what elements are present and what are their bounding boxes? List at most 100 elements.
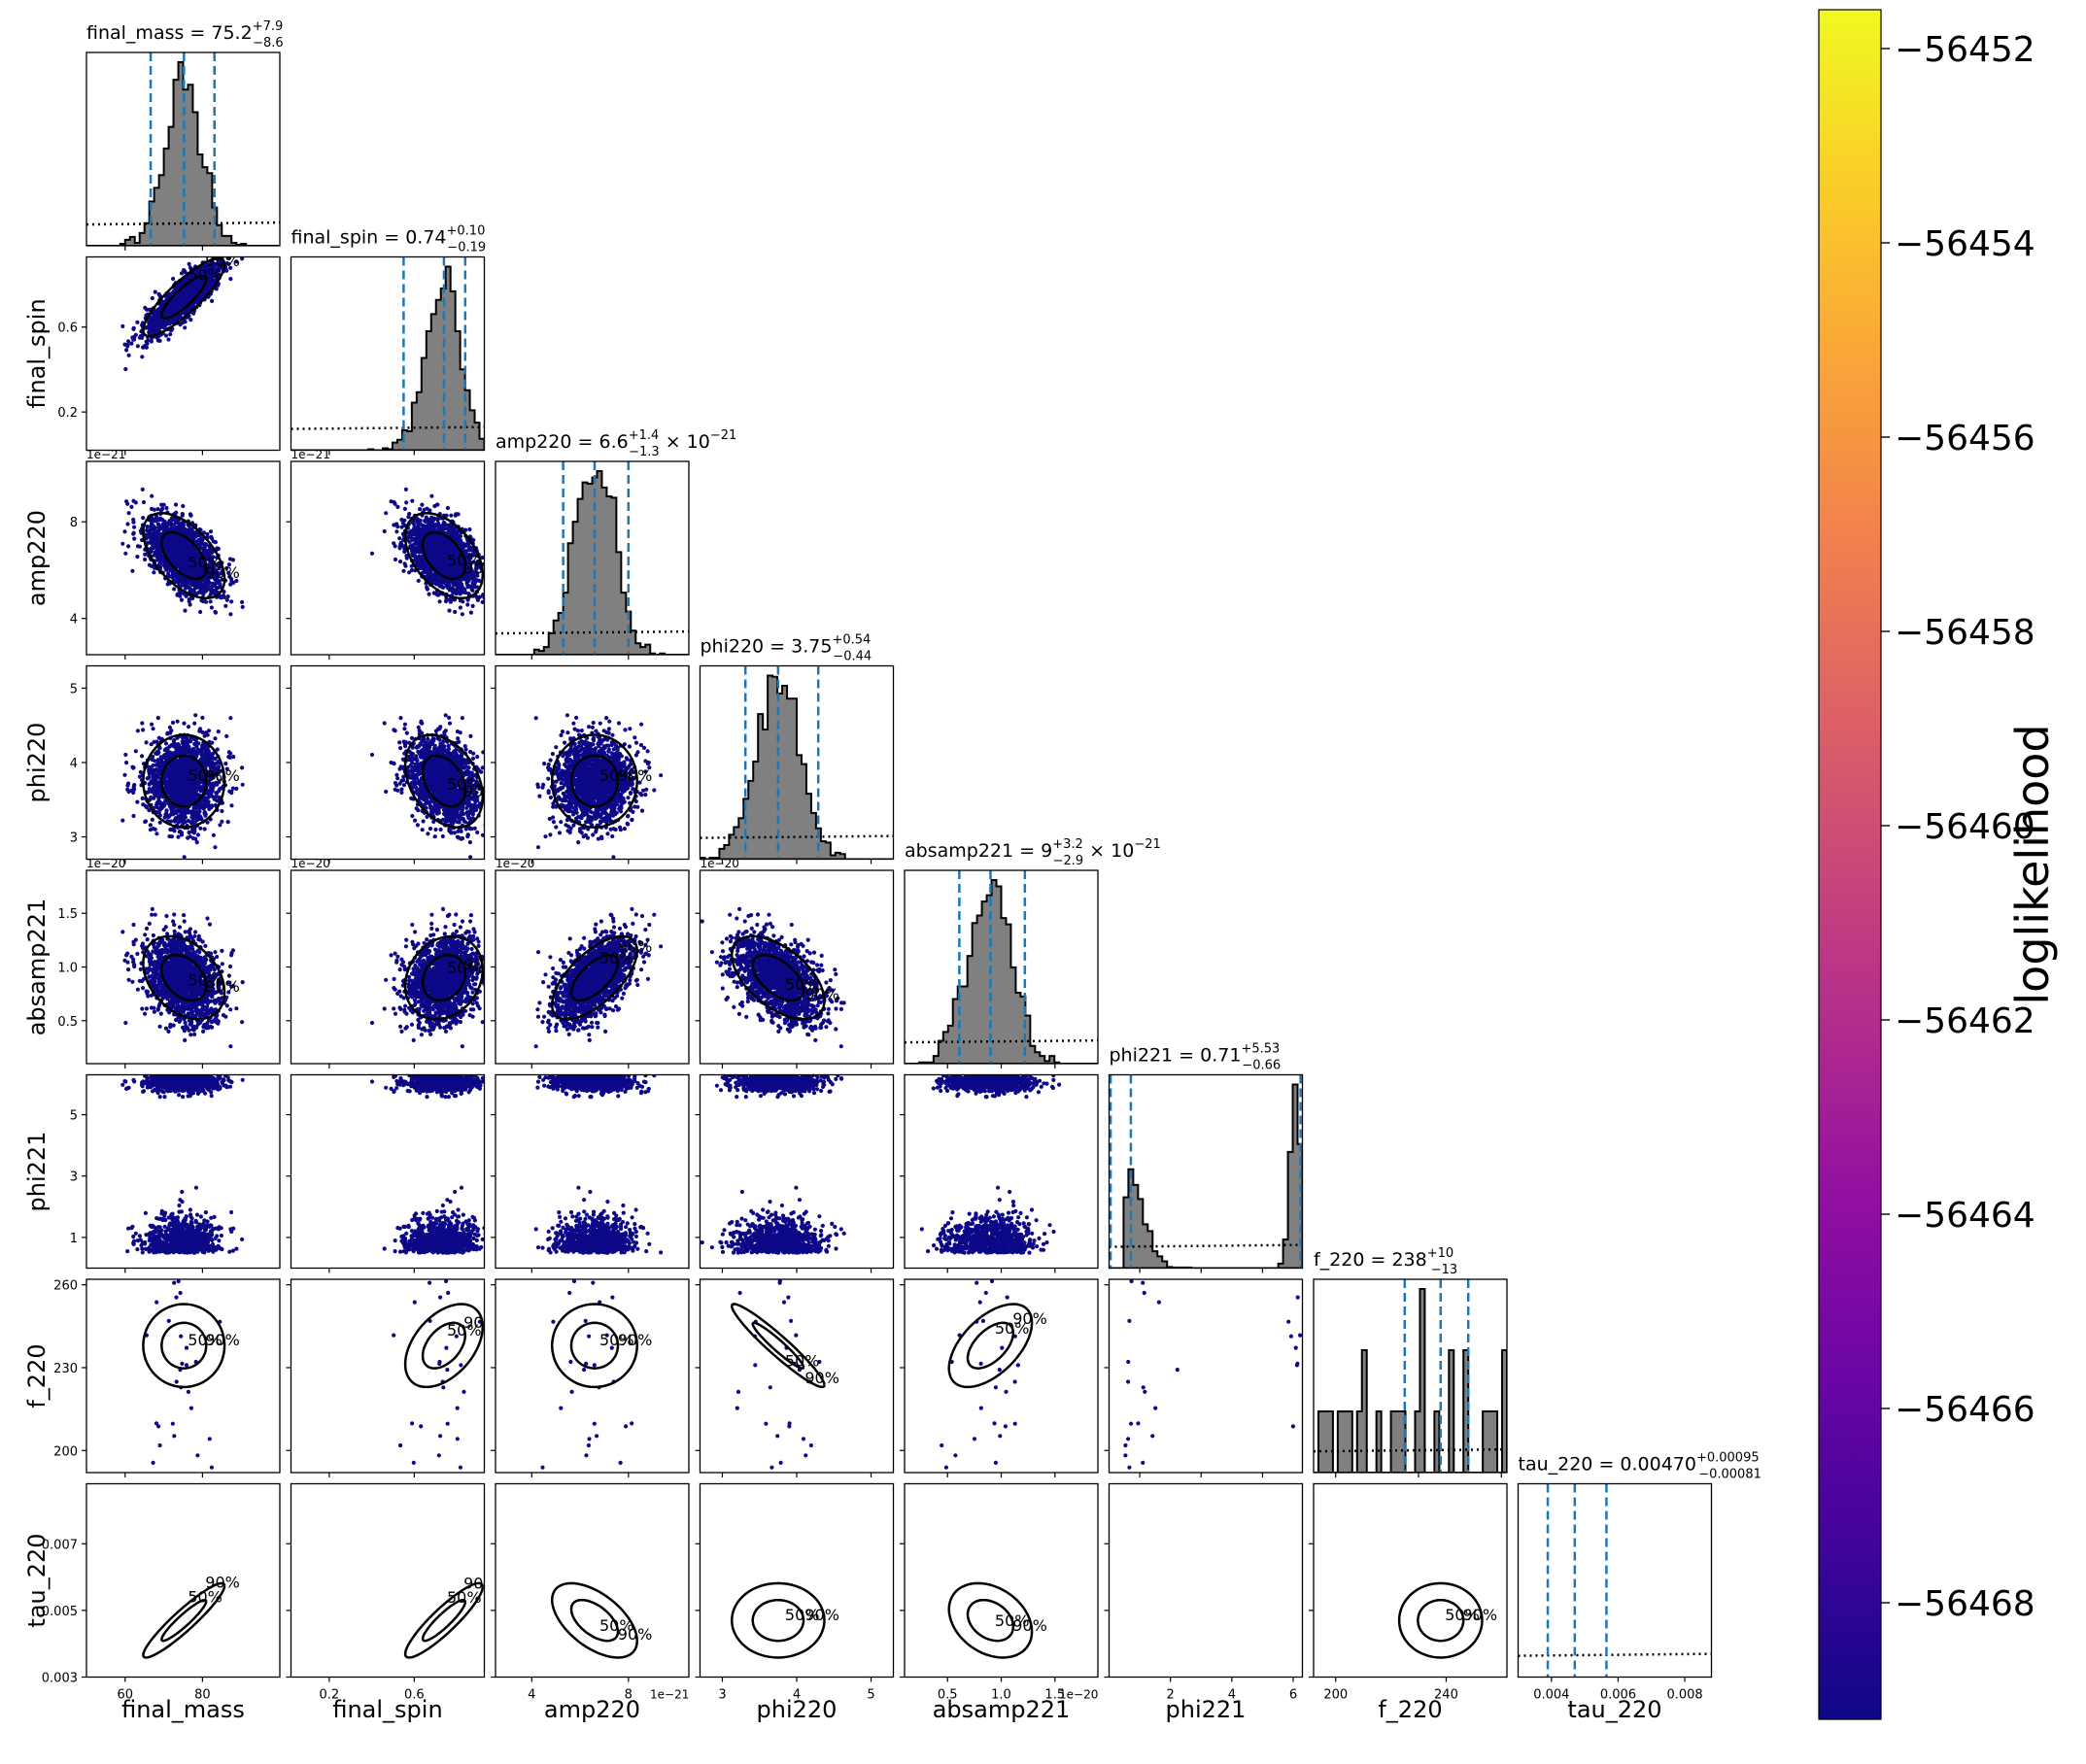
scatter-point: [442, 521, 446, 525]
scatter-point: [415, 541, 419, 545]
scatter-point: [418, 526, 422, 530]
scatter-point: [138, 336, 142, 340]
scatter-point: [146, 324, 150, 328]
scatter-point: [425, 586, 428, 590]
scatter-point: [449, 514, 453, 518]
scatter-point: [201, 593, 205, 596]
scatter-point: [405, 557, 409, 560]
scatter-point: [160, 323, 164, 327]
scatter-point: [129, 342, 133, 346]
scatter-point: [210, 605, 214, 609]
scatter-point: [141, 488, 145, 492]
y-tick-label: 4: [70, 613, 78, 628]
scatter-point: [430, 522, 434, 526]
scatter-point: [222, 595, 226, 599]
scatter-point: [393, 558, 397, 561]
scatter-point: [123, 552, 127, 556]
scatter-point: [162, 560, 166, 564]
scatter-point: [182, 546, 186, 550]
scatter-point: [155, 547, 159, 551]
scatter-point: [181, 297, 185, 301]
scatter-point: [171, 575, 175, 579]
scatter-point: [156, 338, 160, 342]
diag-title-final_mass: final_mass = 75.2+7.9−8.6: [86, 19, 284, 51]
scatter-point: [438, 558, 442, 561]
scatter-point: [432, 504, 436, 508]
scatter-point: [422, 524, 426, 527]
contour-label: 90%: [205, 563, 240, 582]
scatter-point: [172, 546, 176, 550]
scatter-point: [157, 292, 161, 296]
scatter-point: [149, 320, 153, 323]
scatter-point: [423, 563, 427, 567]
scatter-point: [184, 583, 188, 587]
scatter-point: [209, 588, 213, 592]
scatter-point: [163, 526, 167, 530]
scatter-point: [196, 832, 200, 836]
scatter-point: [188, 599, 191, 603]
scatter-point: [447, 609, 451, 613]
scatter-point: [135, 321, 139, 324]
scatter-point: [196, 533, 200, 537]
scatter-point: [446, 506, 450, 510]
scatter-point: [427, 574, 430, 578]
scatter-point: [427, 508, 431, 512]
scatter-point: [453, 610, 457, 614]
scatter-point: [190, 571, 194, 575]
scatter-point: [470, 589, 474, 593]
scatter-point: [417, 579, 421, 583]
scatter-point: [231, 558, 235, 561]
scatter-point: [195, 582, 199, 586]
scatter-point: [401, 569, 405, 573]
scatter-point: [394, 529, 398, 533]
scatter-point: [447, 572, 451, 576]
scatter-point: [141, 516, 145, 520]
scatter-point: [127, 511, 131, 515]
scatter-point: [174, 554, 178, 558]
scatter-point: [129, 505, 133, 509]
scatter-point: [418, 507, 422, 511]
scatter-point: [153, 541, 156, 545]
scatter-point: [416, 560, 420, 564]
scatter-point: [177, 296, 181, 300]
scatter-point: [210, 536, 214, 540]
scatter-point: [130, 335, 134, 339]
scatter-point: [406, 535, 410, 539]
scatter-point: [148, 563, 152, 567]
scatter-point: [223, 604, 227, 608]
scatter-point: [427, 526, 430, 530]
scatter-point: [439, 552, 443, 556]
scatter-point: [383, 529, 387, 533]
scatter-point: [145, 308, 149, 312]
scatter-point: [164, 566, 168, 570]
scatter-point: [447, 583, 451, 587]
scatter-point: [461, 612, 464, 616]
scatter-point: [431, 579, 435, 583]
scatter-point: [173, 536, 177, 540]
scatter-point: [132, 526, 136, 529]
scatter-point: [149, 823, 153, 827]
scatter-point: [431, 546, 435, 550]
scatter-point: [210, 299, 214, 303]
scatter-point: [160, 518, 164, 522]
histogram-amp220: [496, 471, 689, 655]
scatter-point: [156, 532, 160, 536]
scatter-point: [150, 507, 154, 511]
scatter-point: [210, 584, 214, 588]
scatter-point: [184, 279, 188, 283]
scatter-point: [145, 528, 149, 532]
y-tick-label: 0.2: [57, 406, 78, 421]
scatter-point: [151, 524, 154, 527]
scatter-point: [168, 332, 172, 336]
scatter-point: [183, 609, 187, 613]
scatter-point: [417, 555, 421, 559]
scatter-point: [434, 523, 438, 526]
scatter-point: [429, 494, 433, 498]
scatter-point: [127, 354, 131, 357]
scatter-point: [393, 502, 397, 506]
scatter-point: [209, 599, 213, 603]
scatter-point: [140, 355, 144, 358]
scatter-point: [125, 344, 129, 348]
scatter-point: [122, 529, 126, 533]
scatter-point: [183, 540, 187, 544]
